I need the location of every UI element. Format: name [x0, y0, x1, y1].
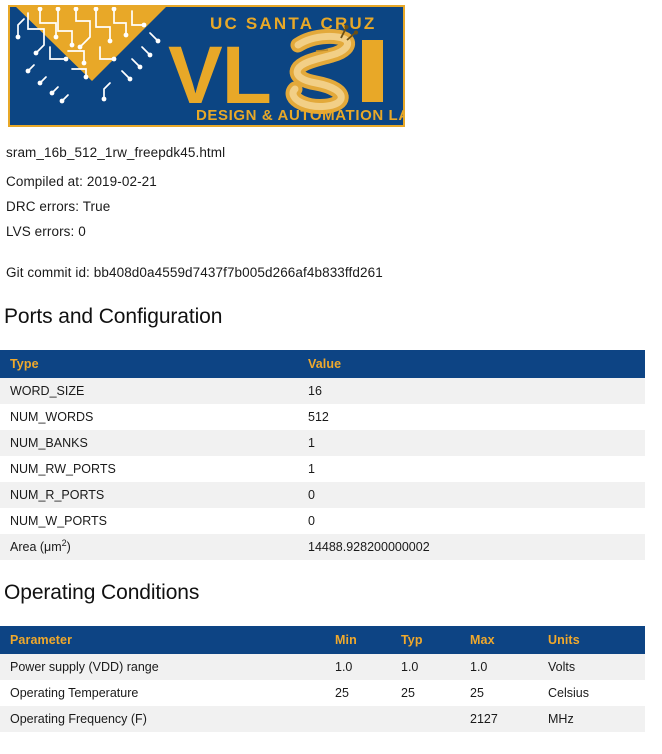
- table-row: Operating Frequency (F) 2127 MHz: [0, 706, 645, 732]
- cell-max: 25: [470, 686, 484, 700]
- table-row: Area (μm2) 14488.928200000002: [0, 534, 645, 560]
- logo-title-i: [362, 40, 383, 102]
- column-header-min: Min: [325, 626, 391, 654]
- cell-type: WORD_SIZE: [10, 384, 85, 398]
- compiled-at-line: Compiled at: 2019-02-21: [6, 174, 157, 189]
- cell-type: NUM_RW_PORTS: [10, 462, 116, 476]
- cell-parameter: Power supply (VDD) range: [10, 660, 159, 674]
- cell-typ: 1.0: [401, 660, 419, 674]
- table-header-row: Type Value: [0, 350, 645, 378]
- table-row: NUM_RW_PORTS 1: [0, 456, 645, 482]
- cell-typ: 25: [401, 686, 415, 700]
- cell-value: 0: [308, 514, 315, 528]
- cell-type: NUM_BANKS: [10, 436, 88, 450]
- column-header-type: Type: [0, 350, 298, 378]
- logo-artwork: UC SANTA CRUZ VL DESIGN & AUTOMATION LAB: [10, 7, 403, 125]
- column-header-value: Value: [298, 350, 645, 378]
- cell-value: 1: [308, 436, 315, 450]
- table-row: NUM_BANKS 1: [0, 430, 645, 456]
- banana-slug-s-icon: [285, 24, 359, 114]
- table-row: WORD_SIZE 16: [0, 378, 645, 404]
- column-header-units: Units: [538, 626, 645, 654]
- circuit-triangle-icon: [15, 7, 166, 104]
- cell-units: Volts: [548, 660, 576, 674]
- table-row: Power supply (VDD) range 1.0 1.0 1.0 Volts: [0, 654, 645, 680]
- cell-value: 512: [308, 410, 329, 424]
- logo-title-vl: VL: [168, 30, 271, 121]
- cell-min: [325, 706, 391, 732]
- ports-section-heading: Ports and Configuration: [4, 305, 223, 328]
- table-row: Operating Temperature 25 25 25 Celsius: [0, 680, 645, 706]
- cell-units: Celsius: [548, 686, 589, 700]
- logo-org-text: UC SANTA CRUZ: [210, 14, 376, 33]
- cell-value: 1: [308, 462, 315, 476]
- cell-parameter: Operating Frequency (F): [10, 712, 147, 726]
- operating-conditions-table: Parameter Min Typ Max Units Power supply…: [0, 626, 645, 732]
- table-row: NUM_WORDS 512: [0, 404, 645, 430]
- cell-units: MHz: [548, 712, 574, 726]
- cell-typ: [391, 706, 460, 732]
- logo-tagline-text: DESIGN & AUTOMATION LAB: [196, 107, 403, 124]
- cell-max: 1.0: [470, 660, 488, 674]
- table-row: NUM_W_PORTS 0: [0, 508, 645, 534]
- cell-type: Area (μm2): [10, 537, 71, 554]
- git-commit-id-line: Git commit id: bb408d0a4559d7437f7b005d2…: [6, 265, 383, 280]
- cell-parameter: Operating Temperature: [10, 686, 139, 700]
- operating-conditions-heading: Operating Conditions: [4, 581, 200, 604]
- report-filename: sram_16b_512_1rw_freepdk45.html: [6, 145, 226, 160]
- cell-value: 16: [308, 384, 322, 398]
- column-header-max: Max: [460, 626, 538, 654]
- drc-errors-line: DRC errors: True: [6, 199, 111, 214]
- cell-type: NUM_R_PORTS: [10, 488, 105, 502]
- lvs-errors-line: LVS errors: 0: [6, 224, 86, 239]
- cell-value: 14488.928200000002: [308, 540, 430, 554]
- vlsi-lab-logo: UC SANTA CRUZ VL DESIGN & AUTOMATION LAB: [8, 5, 405, 127]
- cell-max: 2127: [470, 712, 498, 726]
- cell-type: NUM_WORDS: [10, 410, 94, 424]
- table-row: NUM_R_PORTS 0: [0, 482, 645, 508]
- cell-min: 25: [335, 686, 349, 700]
- cell-value: 0: [308, 488, 315, 502]
- cell-min: 1.0: [335, 660, 353, 674]
- column-header-parameter: Parameter: [0, 626, 325, 654]
- table-header-row: Parameter Min Typ Max Units: [0, 626, 645, 654]
- column-header-typ: Typ: [391, 626, 460, 654]
- cell-type: NUM_W_PORTS: [10, 514, 108, 528]
- ports-configuration-table: Type Value WORD_SIZE 16 NUM_WORDS 512 NUM_BA…: [0, 350, 645, 560]
